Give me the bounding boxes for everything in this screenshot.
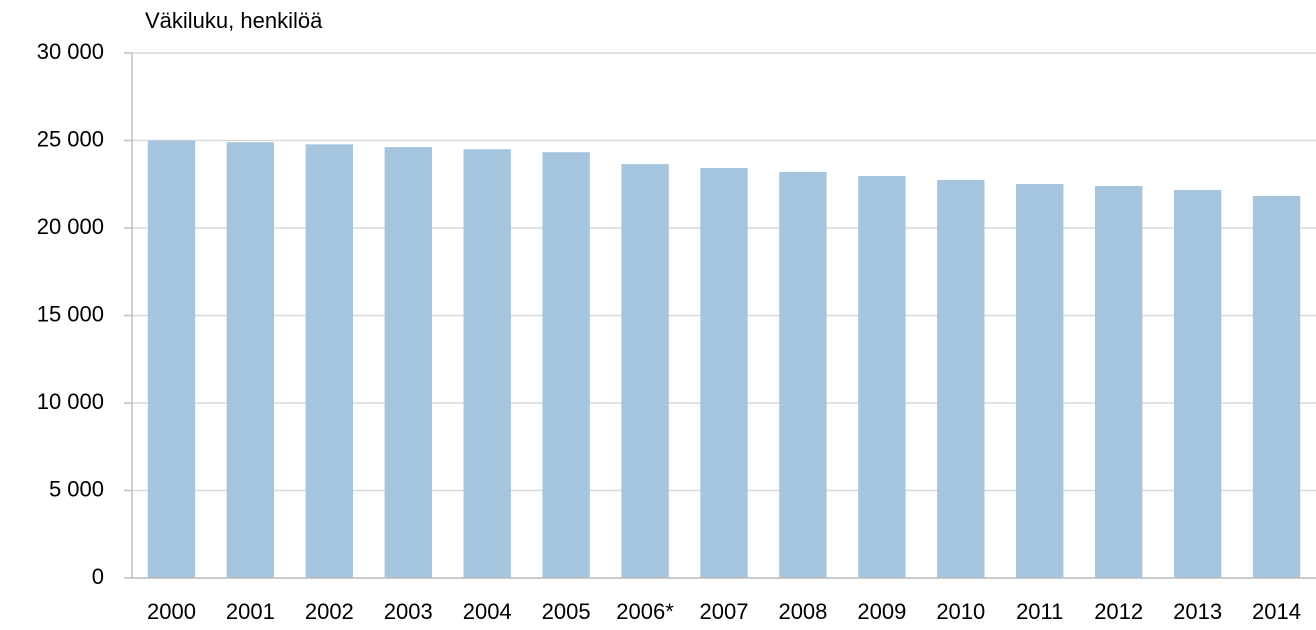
y-tick-label: 10 000 — [37, 389, 104, 414]
x-tick-label: 2003 — [384, 599, 433, 624]
y-tick-label: 5 000 — [49, 476, 104, 501]
bar — [1094, 186, 1143, 578]
y-axis-label: Väkiluku, henkilöä — [145, 8, 323, 33]
y-tick-label: 15 000 — [37, 301, 104, 326]
x-tick-label: 2008 — [778, 599, 827, 624]
bar — [937, 180, 985, 579]
y-tick-label: 20 000 — [37, 214, 104, 239]
bar — [1173, 190, 1222, 578]
bar — [147, 140, 196, 578]
x-tick-label: 2005 — [542, 599, 591, 624]
x-tick-label: 2007 — [700, 599, 749, 624]
bar — [1016, 184, 1064, 578]
bar — [779, 172, 827, 578]
x-tick-label: 2001 — [226, 599, 275, 624]
bar — [463, 149, 511, 578]
bar — [305, 144, 354, 578]
bar — [621, 164, 669, 578]
x-tick-label: 2014 — [1252, 599, 1301, 624]
y-tick-label: 0 — [92, 564, 104, 589]
x-tick-label: 2011 — [1016, 599, 1063, 624]
bar — [226, 142, 275, 578]
y-tick-label: 25 000 — [37, 126, 104, 151]
x-tick-label: 2004 — [463, 599, 512, 624]
bar — [1252, 195, 1301, 578]
x-tick-label: 2010 — [936, 599, 985, 624]
y-tick-label: 30 000 — [37, 39, 104, 64]
x-tick-label: 2000 — [147, 599, 196, 624]
x-tick-label: 2012 — [1094, 599, 1143, 624]
x-tick-label: 2009 — [857, 599, 906, 624]
bar — [858, 176, 906, 578]
bar — [542, 152, 590, 578]
bar — [384, 147, 432, 578]
x-tick-label: 2002 — [305, 599, 354, 624]
bar — [700, 167, 748, 578]
x-tick-label: 2006* — [616, 599, 674, 624]
x-tick-label: 2013 — [1173, 599, 1222, 624]
